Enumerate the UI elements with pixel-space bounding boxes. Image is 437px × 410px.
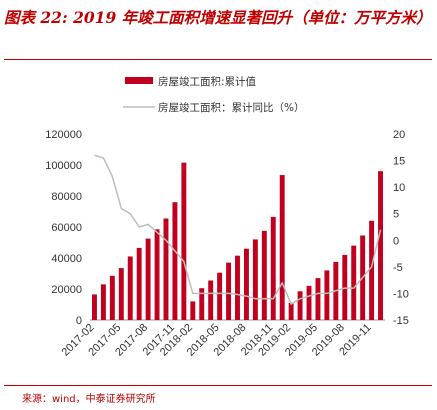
bar [199,288,205,320]
bar [118,268,124,320]
y-left-tick-label: 60000 [51,222,82,234]
legend-bar-swatch [125,77,153,84]
y-left-tick-label: 0 [76,315,82,327]
bar [217,272,223,320]
bar-series [92,162,383,320]
y-right-tick-label: 10 [393,182,405,194]
source-note: 来源：wind，中泰证券研究所 [22,394,156,405]
bar [208,280,214,320]
bar [235,255,240,320]
title-rule [4,59,432,60]
bar [261,230,267,320]
y-left-tick-label: 20000 [51,284,82,296]
legend-line-label: 房屋竣工面积：累计同比（%） [158,101,304,114]
bar [252,239,258,320]
bar [136,247,142,320]
figure-title: 图表 22: 2019 年竣工面积增速显著回升（单位：万平方米） [4,8,432,27]
bar [270,216,276,320]
source-rule [4,385,432,386]
bar [109,275,115,320]
y-right-tick-label: -15 [393,315,409,327]
line-series [94,154,382,305]
legend-bar-label: 房屋竣工面积:累计值 [158,75,257,88]
bar [154,229,160,320]
bar [306,285,312,320]
bar [369,220,375,320]
y-left-tick-label: 120000 [45,129,82,141]
bar [181,162,187,320]
bar [243,248,249,320]
bar [92,294,97,320]
y-left-tick-label: 80000 [51,191,82,203]
tick-labels: 0 20000 40000 60000 80000 100000 120000 -15 -10 -… [45,129,409,359]
bar [172,202,178,320]
bar [163,218,169,320]
y-right-tick-label: 15 [393,156,405,168]
y-right-tick-label: -10 [393,288,409,300]
bar [315,278,321,320]
y-left-tick-label: 100000 [45,160,82,172]
yoy-line [94,154,382,305]
bar [145,238,151,320]
bar [190,301,196,320]
bar [378,171,383,320]
bar [297,291,303,320]
bar [279,175,285,320]
y-left-tick-label: 40000 [51,253,82,265]
y-right-tick-label: -5 [393,262,403,274]
y-right-tick-label: 0 [393,235,399,247]
y-right-tick-label: 20 [393,129,405,141]
bar [100,284,106,320]
y-right-tick-label: 5 [393,209,399,221]
bar [288,302,294,320]
bar [351,245,357,320]
bar [226,262,232,320]
bar [324,270,330,320]
bar [127,256,133,320]
